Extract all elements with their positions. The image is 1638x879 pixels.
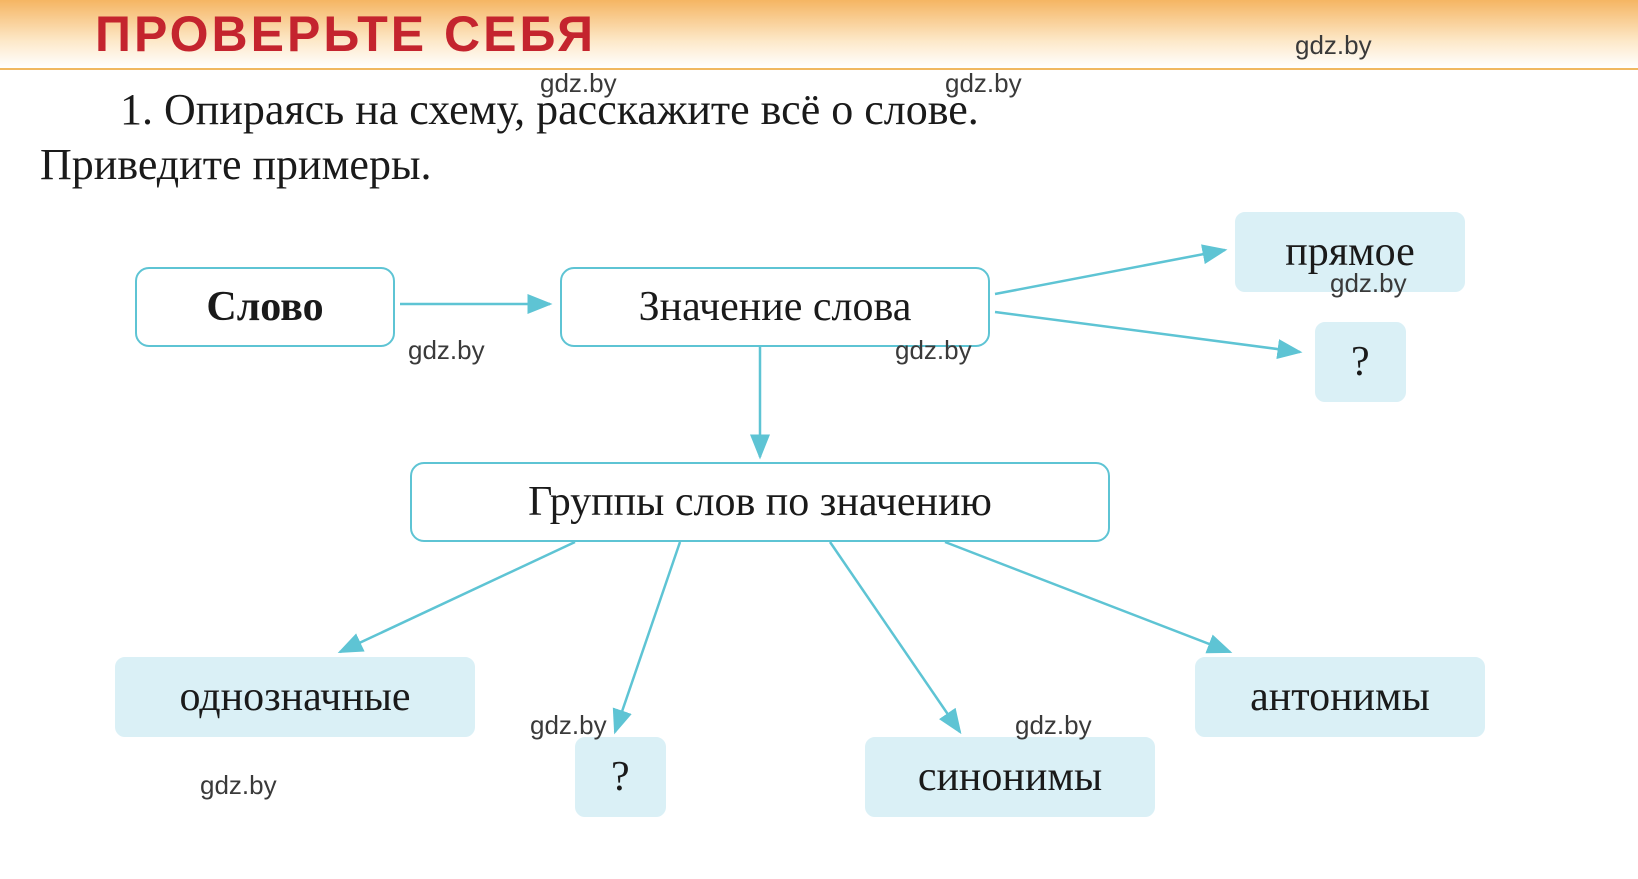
node-meaning-label: Значение слова <box>639 284 912 330</box>
node-direct-label: прямое <box>1285 229 1415 275</box>
node-word: Слово <box>135 267 395 347</box>
node-meaning: Значение слова <box>560 267 990 347</box>
node-synonyms-label: синонимы <box>918 754 1102 800</box>
question-number: 1. <box>120 85 153 134</box>
header-band: ПРОВЕРЬТЕ СЕБЯ <box>0 0 1638 70</box>
question-text: 1. Опираясь на схему, расскажите всё о с… <box>40 82 1598 192</box>
node-question1: ? <box>1315 322 1406 402</box>
header-title: ПРОВЕРЬТЕ СЕБЯ <box>95 5 596 63</box>
node-antonyms-label: антонимы <box>1250 674 1430 720</box>
question-part2: Приведите примеры. <box>40 140 432 189</box>
node-word-label: Слово <box>206 284 323 330</box>
diagram-area: Слово Значение слова прямое ? Группы сло… <box>0 212 1638 832</box>
node-unambiguous: однозначные <box>115 657 475 737</box>
node-synonyms: синонимы <box>865 737 1155 817</box>
node-question2: ? <box>575 737 666 817</box>
node-question1-label: ? <box>1351 339 1370 385</box>
node-direct: прямое <box>1235 212 1465 292</box>
node-question2-label: ? <box>611 754 630 800</box>
node-groups-label: Группы слов по значению <box>528 479 992 525</box>
node-groups: Группы слов по значению <box>410 462 1110 542</box>
question-block: 1. Опираясь на схему, расскажите всё о с… <box>0 70 1638 192</box>
question-part1: Опираясь на схему, расскажите всё о слов… <box>164 85 979 134</box>
node-unambiguous-label: однозначные <box>179 674 410 720</box>
node-antonyms: антонимы <box>1195 657 1485 737</box>
